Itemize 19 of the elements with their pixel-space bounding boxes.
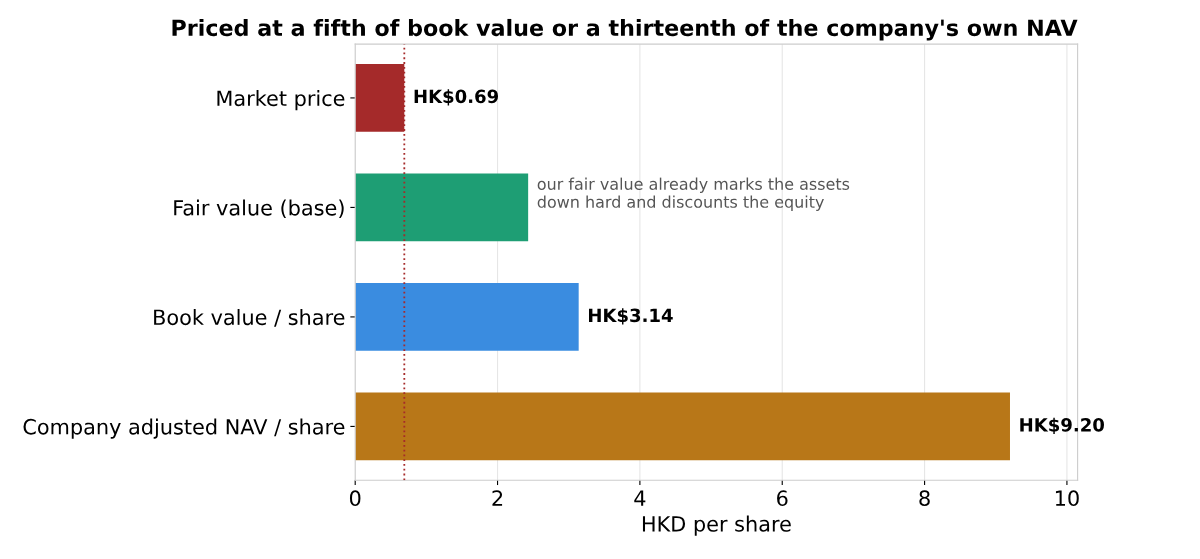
x-tick-label: 4 [634,490,646,506]
bar [355,282,579,351]
y-tick-label: Fair value (base) [174,199,344,219]
y-tick-label: Company adjusted NAV / share [23,418,345,439]
y-tick-label: Market price [217,90,345,111]
data-label: HK$9.20 [1020,417,1104,435]
bar [355,173,529,242]
data-label: HK$3.14 [589,308,673,325]
chart-title: Priced at a fifth of book value or a thirteenth of the company's own NAV [172,18,1078,41]
x-tick-label: 0 [349,490,361,507]
x-tick-label: 2 [492,490,503,506]
data-label: HK$0.69 [414,89,499,106]
x-tick-label: 6 [777,490,788,507]
x-axis-title: HKD per share [642,515,791,536]
bar [355,392,1010,461]
y-tick-label: Book value / share [154,309,345,327]
x-tick-label: 8 [919,490,930,507]
x-tick-label: 10 [1055,490,1079,507]
annotation: our fair value already marks the assets down hard and discounts the equity [537,177,850,211]
